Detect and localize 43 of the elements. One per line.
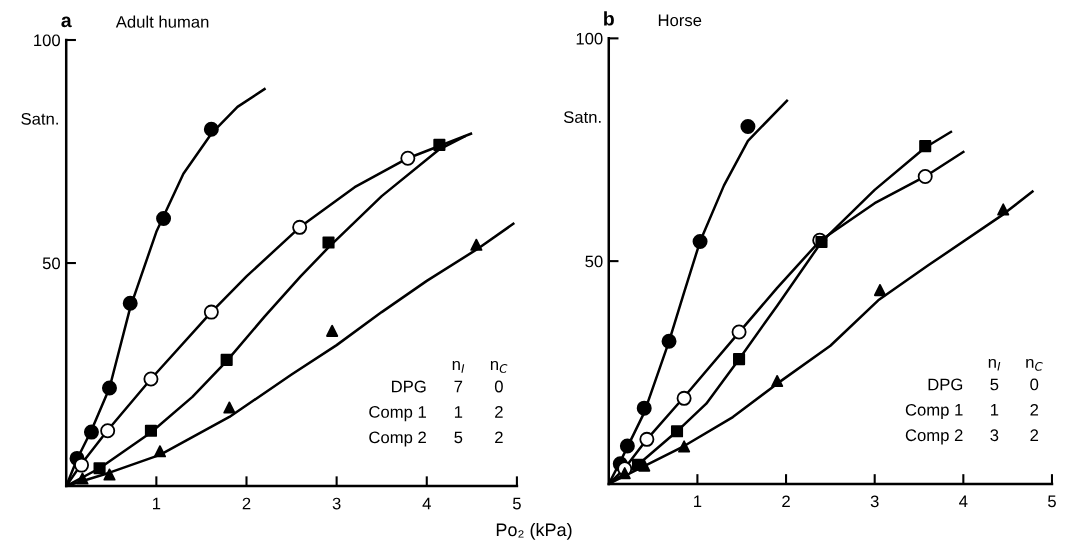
annotation: Comp 2	[369, 431, 426, 447]
y-tick-label: 50	[42, 257, 61, 270]
text: b	[604, 11, 614, 26]
chart-title: Adult human	[115, 15, 209, 28]
x-tick-label: 5	[1048, 495, 1056, 508]
annotation: 0	[494, 380, 503, 393]
annotation: DPG	[928, 378, 963, 391]
y-tick-label: 50	[585, 255, 603, 268]
annotation: 2	[1030, 403, 1039, 416]
annotation: n$_{I}$	[988, 358, 1001, 371]
y-tick-label: 100	[576, 32, 603, 45]
x-tick-label: 4	[959, 495, 968, 508]
x-tick-label: 2	[782, 495, 790, 508]
annotation: 3	[990, 429, 999, 442]
chart-title: Horse	[658, 14, 702, 27]
x-tick-label: 1	[694, 495, 702, 508]
x-tick-label: 4	[422, 497, 431, 510]
annotation: Comp 2	[905, 429, 963, 445]
annotation: Comp 1	[369, 406, 426, 422]
text: a	[61, 16, 72, 28]
annotation: n$_{C}$	[1026, 358, 1043, 371]
x-tick-label: 3	[332, 497, 341, 510]
x-tick-label: 5	[512, 497, 521, 510]
annotation: 2	[495, 431, 503, 444]
x-axis-title: Po₂ (kPa)	[496, 522, 572, 540]
x-tick-label: 1	[152, 497, 161, 510]
annotation: 7	[454, 380, 463, 393]
y-axis-title: Satn.	[21, 112, 58, 125]
annotation: Comp 1	[905, 403, 963, 420]
annotation: 1	[991, 404, 999, 416]
annotation: 1	[454, 406, 463, 418]
annotation: n$_{C}$	[490, 360, 508, 373]
annotation: 2	[1030, 429, 1039, 441]
y-axis-title: Satn.	[563, 111, 601, 124]
annotation: 0	[1030, 378, 1039, 391]
annotation: DPG	[392, 380, 426, 393]
x-tick-label: 2	[242, 497, 251, 510]
x-tick-label: 3	[870, 495, 879, 508]
y-tick-label: 100	[34, 34, 61, 47]
annotation: 5	[454, 431, 463, 444]
annotation: 5	[990, 378, 999, 391]
annotation: n$_{I}$	[452, 360, 465, 373]
annotation: 2	[495, 406, 503, 418]
